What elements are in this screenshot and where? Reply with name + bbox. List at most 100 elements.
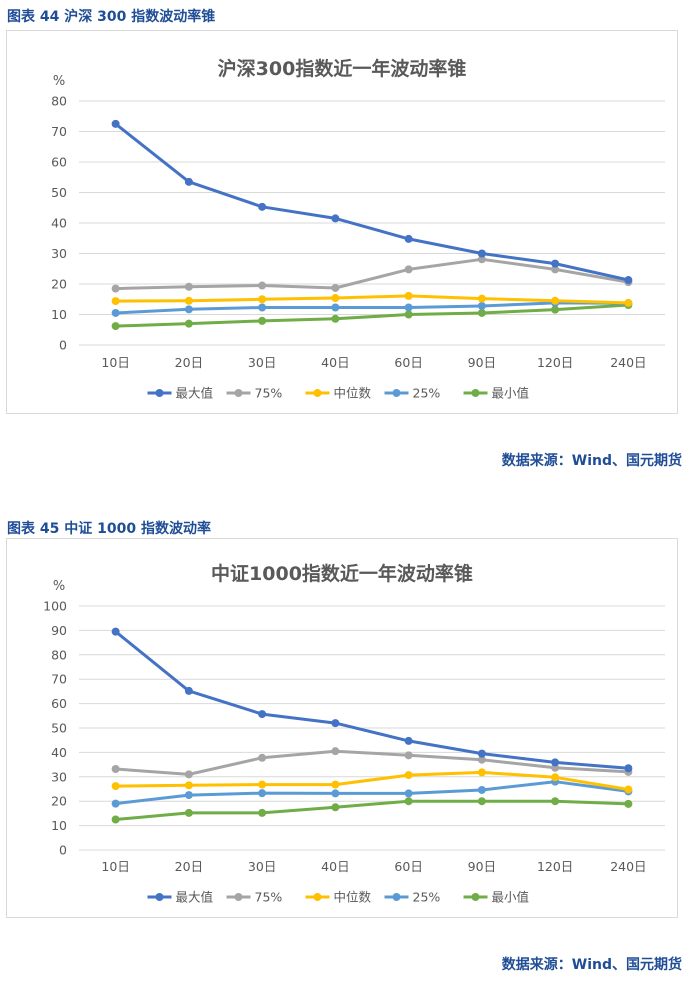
data-point: [184, 305, 193, 314]
data-point: [551, 305, 560, 314]
x-tick-label: 60日: [394, 859, 422, 874]
y-tick-label: 60: [51, 155, 67, 170]
data-point: [258, 295, 267, 304]
data-point: [111, 297, 120, 306]
x-tick-label: 90日: [468, 355, 496, 370]
y-tick-label: 10: [51, 818, 67, 833]
series-line: [115, 257, 629, 291]
chart-container: 中证1000指数近一年波动率锥% 0 10 20 30 40 50 60 70 80 90 100 10…: [6, 538, 678, 918]
data-point: [111, 308, 120, 317]
x-tick-label: 10日: [101, 355, 129, 370]
y-tick-label: 0: [59, 338, 67, 353]
legend-label: 75%: [255, 890, 283, 905]
data-point: [184, 808, 193, 817]
data-point: [404, 291, 413, 300]
legend-item: 中位数: [305, 386, 372, 401]
data-point: [477, 294, 486, 303]
data-point: [477, 797, 486, 806]
x-tick-label: 240日: [610, 355, 646, 370]
legend-item: 中位数: [305, 890, 372, 905]
legend-swatch-marker: [471, 893, 480, 901]
series-line: [114, 122, 629, 282]
legend-swatch-marker: [392, 389, 401, 397]
data-point: [404, 303, 413, 312]
line-chart: 沪深300指数近一年波动率锥% 0 10 20 30 40 50 60 70 80 10日 20日 30…: [51, 57, 665, 401]
data-point: [551, 265, 560, 274]
data-point: [331, 719, 340, 728]
data-point: [477, 308, 486, 317]
data-point: [624, 785, 633, 794]
data-point: [258, 753, 267, 762]
legend-label: 最小值: [492, 890, 530, 905]
series-line: [115, 749, 629, 776]
legend-swatch-marker: [155, 389, 164, 397]
data-point: [477, 249, 486, 258]
data-point: [477, 755, 486, 764]
data-point: [331, 747, 340, 756]
data-point: [404, 234, 413, 243]
data-point: [258, 789, 267, 798]
data-point: [331, 294, 340, 303]
legend-swatch-marker: [155, 893, 164, 901]
x-tick-label: 10日: [101, 859, 129, 874]
data-point: [331, 780, 340, 789]
data-point: [551, 296, 560, 305]
data-point: [404, 789, 413, 798]
data-point: [331, 214, 340, 223]
legend-item: 75%: [226, 386, 283, 401]
y-tick-label: 10: [51, 307, 67, 322]
series-line: [115, 303, 629, 328]
legend-swatch-marker: [313, 893, 322, 901]
y-tick-label: 50: [51, 185, 67, 200]
data-point: [331, 314, 340, 323]
series-line: [115, 780, 629, 806]
data-point: [331, 303, 340, 312]
data-point: [111, 284, 120, 293]
y-tick-label: 70: [51, 672, 67, 687]
y-tick-label: 100: [43, 599, 67, 614]
figure-caption: 图表 45 中证 1000 指数波动率: [7, 521, 211, 537]
y-tick-label: 40: [51, 745, 67, 760]
legend-label: 75%: [255, 386, 283, 401]
data-point: [111, 322, 120, 331]
data-point: [111, 764, 120, 773]
x-tick-label: 60日: [394, 355, 422, 370]
legend-item: 75%: [226, 890, 283, 905]
y-tick-label: 80: [51, 94, 67, 109]
y-tick-label: 20: [51, 277, 67, 292]
y-tick-label: 30: [51, 769, 67, 784]
series-line: [115, 770, 629, 791]
data-point: [258, 202, 267, 211]
data-point: [111, 815, 120, 824]
data-point: [551, 773, 560, 782]
y-unit-label: %: [53, 74, 65, 89]
data-point: [111, 782, 120, 791]
y-tick-label: 20: [51, 794, 67, 809]
data-point: [477, 255, 486, 264]
x-tick-label: 90日: [468, 859, 496, 874]
x-tick-label: 30日: [248, 859, 276, 874]
data-point: [404, 797, 413, 806]
data-point: [184, 770, 193, 779]
legend-swatch-marker: [471, 389, 480, 397]
legend-item: 最大值: [147, 890, 213, 905]
source-note: 数据来源：Wind、国元期货: [501, 957, 682, 973]
data-point: [184, 791, 193, 800]
data-point: [624, 764, 633, 773]
legend-item: 最小值: [463, 890, 530, 905]
legend-item: 25%: [384, 386, 440, 401]
legend-item: 25%: [384, 890, 440, 905]
data-point: [551, 758, 560, 767]
data-point: [404, 771, 413, 780]
y-unit-label: %: [53, 579, 65, 594]
data-point: [184, 296, 193, 305]
series-line: [115, 301, 629, 315]
data-point: [477, 768, 486, 777]
legend-swatch-marker: [392, 893, 401, 901]
data-point: [258, 780, 267, 789]
data-point: [111, 627, 120, 636]
x-tick-label: 30日: [248, 355, 276, 370]
data-point: [111, 119, 120, 128]
data-point: [111, 799, 120, 808]
data-point: [404, 751, 413, 760]
